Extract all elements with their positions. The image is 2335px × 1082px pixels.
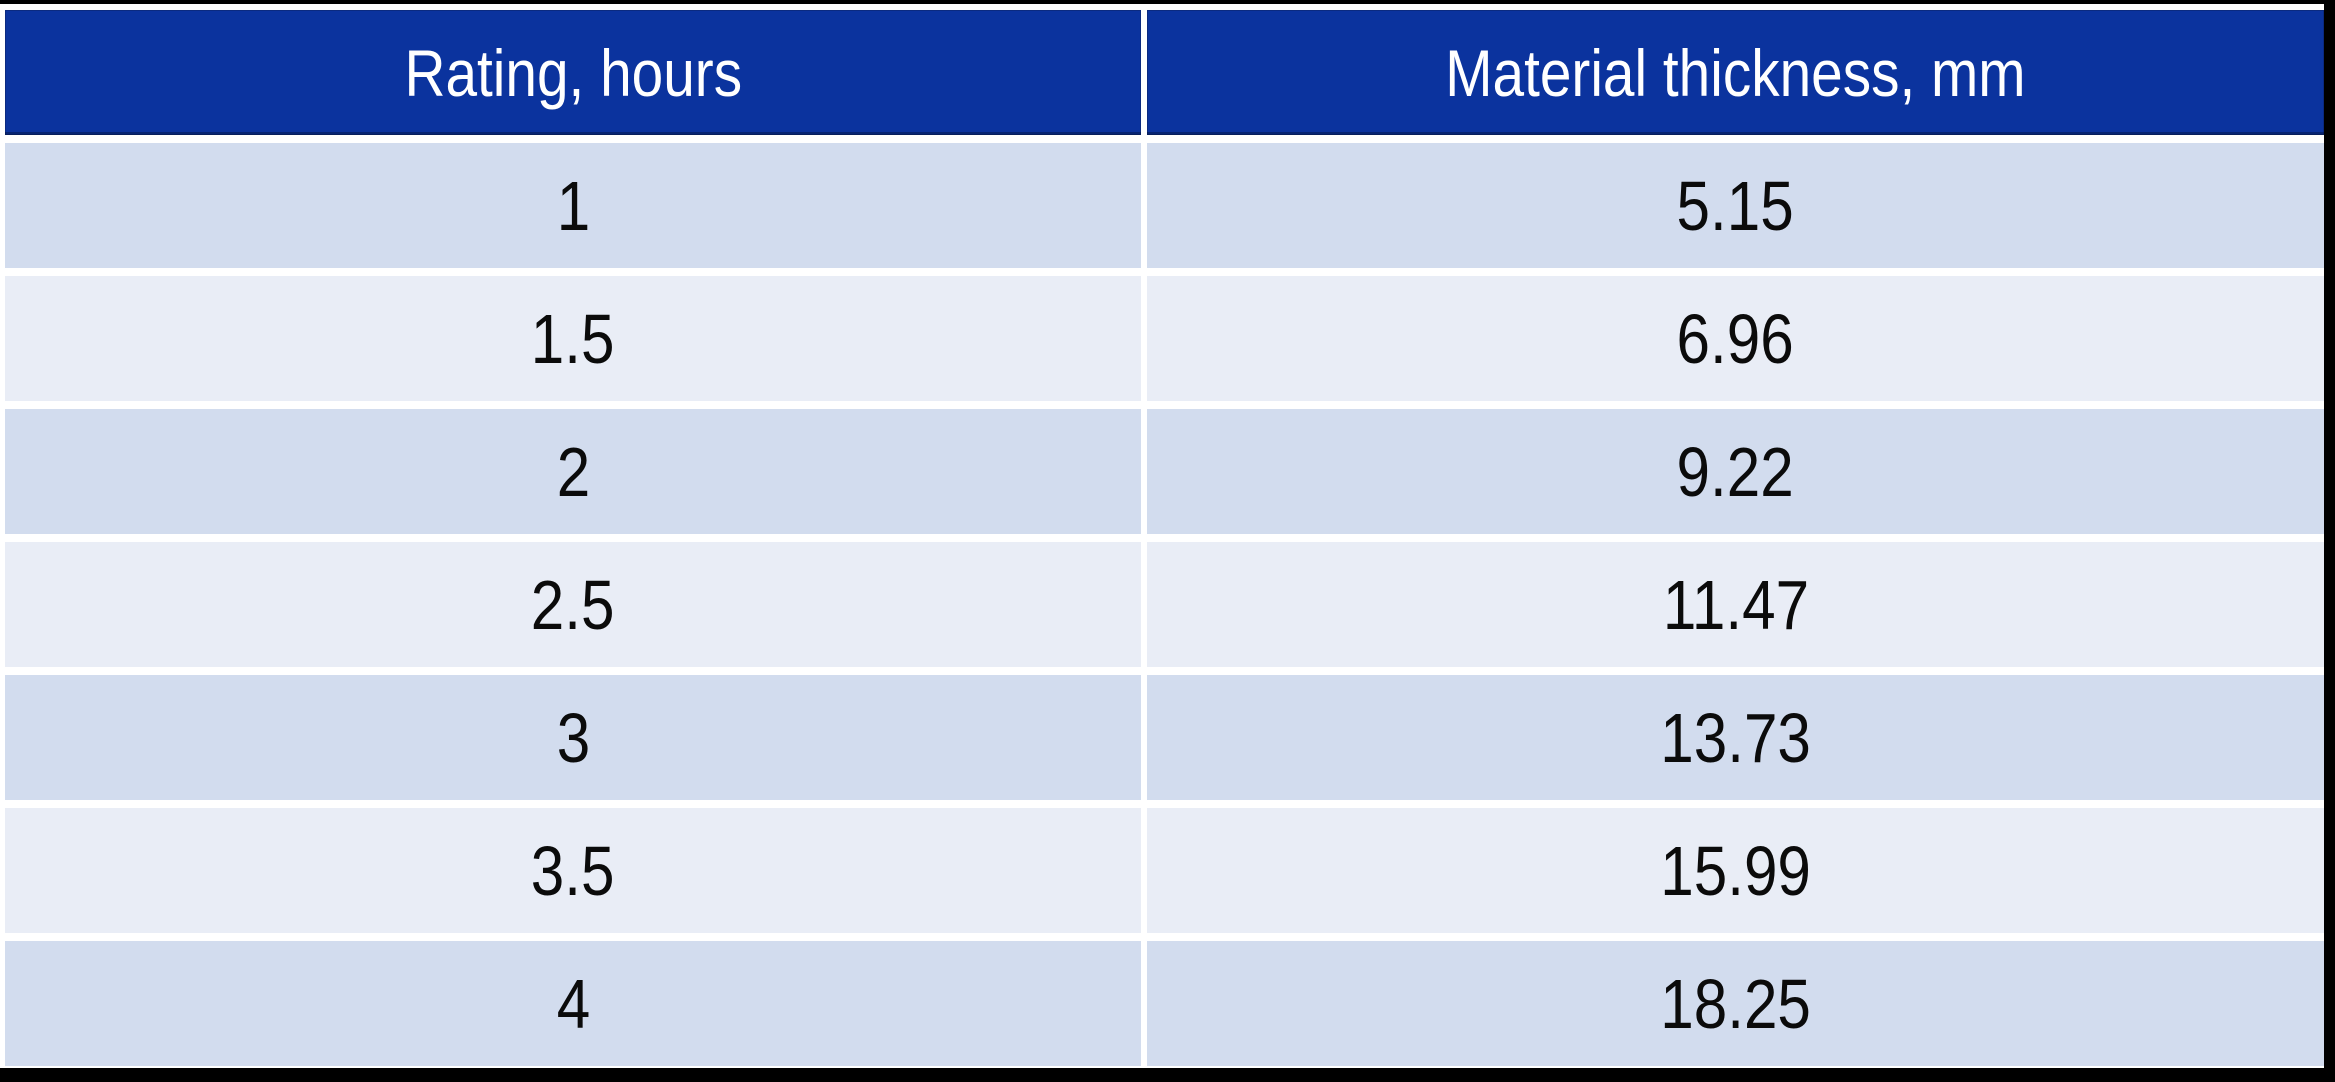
header-cell-rating: Rating, hours bbox=[5, 10, 1141, 135]
thickness-value: 18.25 bbox=[1660, 964, 1811, 1043]
crop-border-top bbox=[0, 0, 2335, 4]
table-cell-rating: 3.5 bbox=[5, 808, 1141, 933]
table-cell-thickness: 11.47 bbox=[1147, 542, 2324, 667]
crop-border-right bbox=[2324, 0, 2335, 1082]
table-cell-thickness: 15.99 bbox=[1147, 808, 2324, 933]
table-cell-rating: 1 bbox=[5, 143, 1141, 268]
header-label-thickness: Material thickness, mm bbox=[1445, 35, 2026, 110]
thickness-value: 13.73 bbox=[1660, 698, 1811, 777]
rating-value: 4 bbox=[556, 964, 590, 1043]
thickness-value: 6.96 bbox=[1676, 299, 1795, 378]
rating-value: 1.5 bbox=[531, 299, 615, 378]
table-cell-thickness: 18.25 bbox=[1147, 941, 2324, 1066]
table-cell-rating: 2 bbox=[5, 409, 1141, 534]
rating-value: 3.5 bbox=[531, 831, 615, 910]
thickness-value: 11.47 bbox=[1662, 565, 1809, 644]
table-cell-rating: 2.5 bbox=[5, 542, 1141, 667]
thickness-value: 5.15 bbox=[1676, 166, 1795, 245]
table-cell-rating: 1.5 bbox=[5, 276, 1141, 401]
crop-border-bottom bbox=[0, 1068, 2335, 1082]
table-cell-thickness: 6.96 bbox=[1147, 276, 2324, 401]
table-cell-thickness: 5.15 bbox=[1147, 143, 2324, 268]
table-cell-thickness: 9.22 bbox=[1147, 409, 2324, 534]
rating-value: 2.5 bbox=[531, 565, 615, 644]
thickness-value: 15.99 bbox=[1660, 831, 1811, 910]
table-cell-rating: 3 bbox=[5, 675, 1141, 800]
rating-value: 2 bbox=[556, 432, 590, 511]
rating-value: 3 bbox=[556, 698, 590, 777]
header-cell-thickness: Material thickness, mm bbox=[1147, 10, 2324, 135]
rating-thickness-table: Rating, hours Material thickness, mm 1 5… bbox=[5, 10, 2324, 1066]
table-cell-rating: 4 bbox=[5, 941, 1141, 1066]
table-cell-thickness: 13.73 bbox=[1147, 675, 2324, 800]
thickness-value: 9.22 bbox=[1676, 432, 1795, 511]
header-label-rating: Rating, hours bbox=[404, 35, 742, 110]
rating-value: 1 bbox=[556, 166, 590, 245]
